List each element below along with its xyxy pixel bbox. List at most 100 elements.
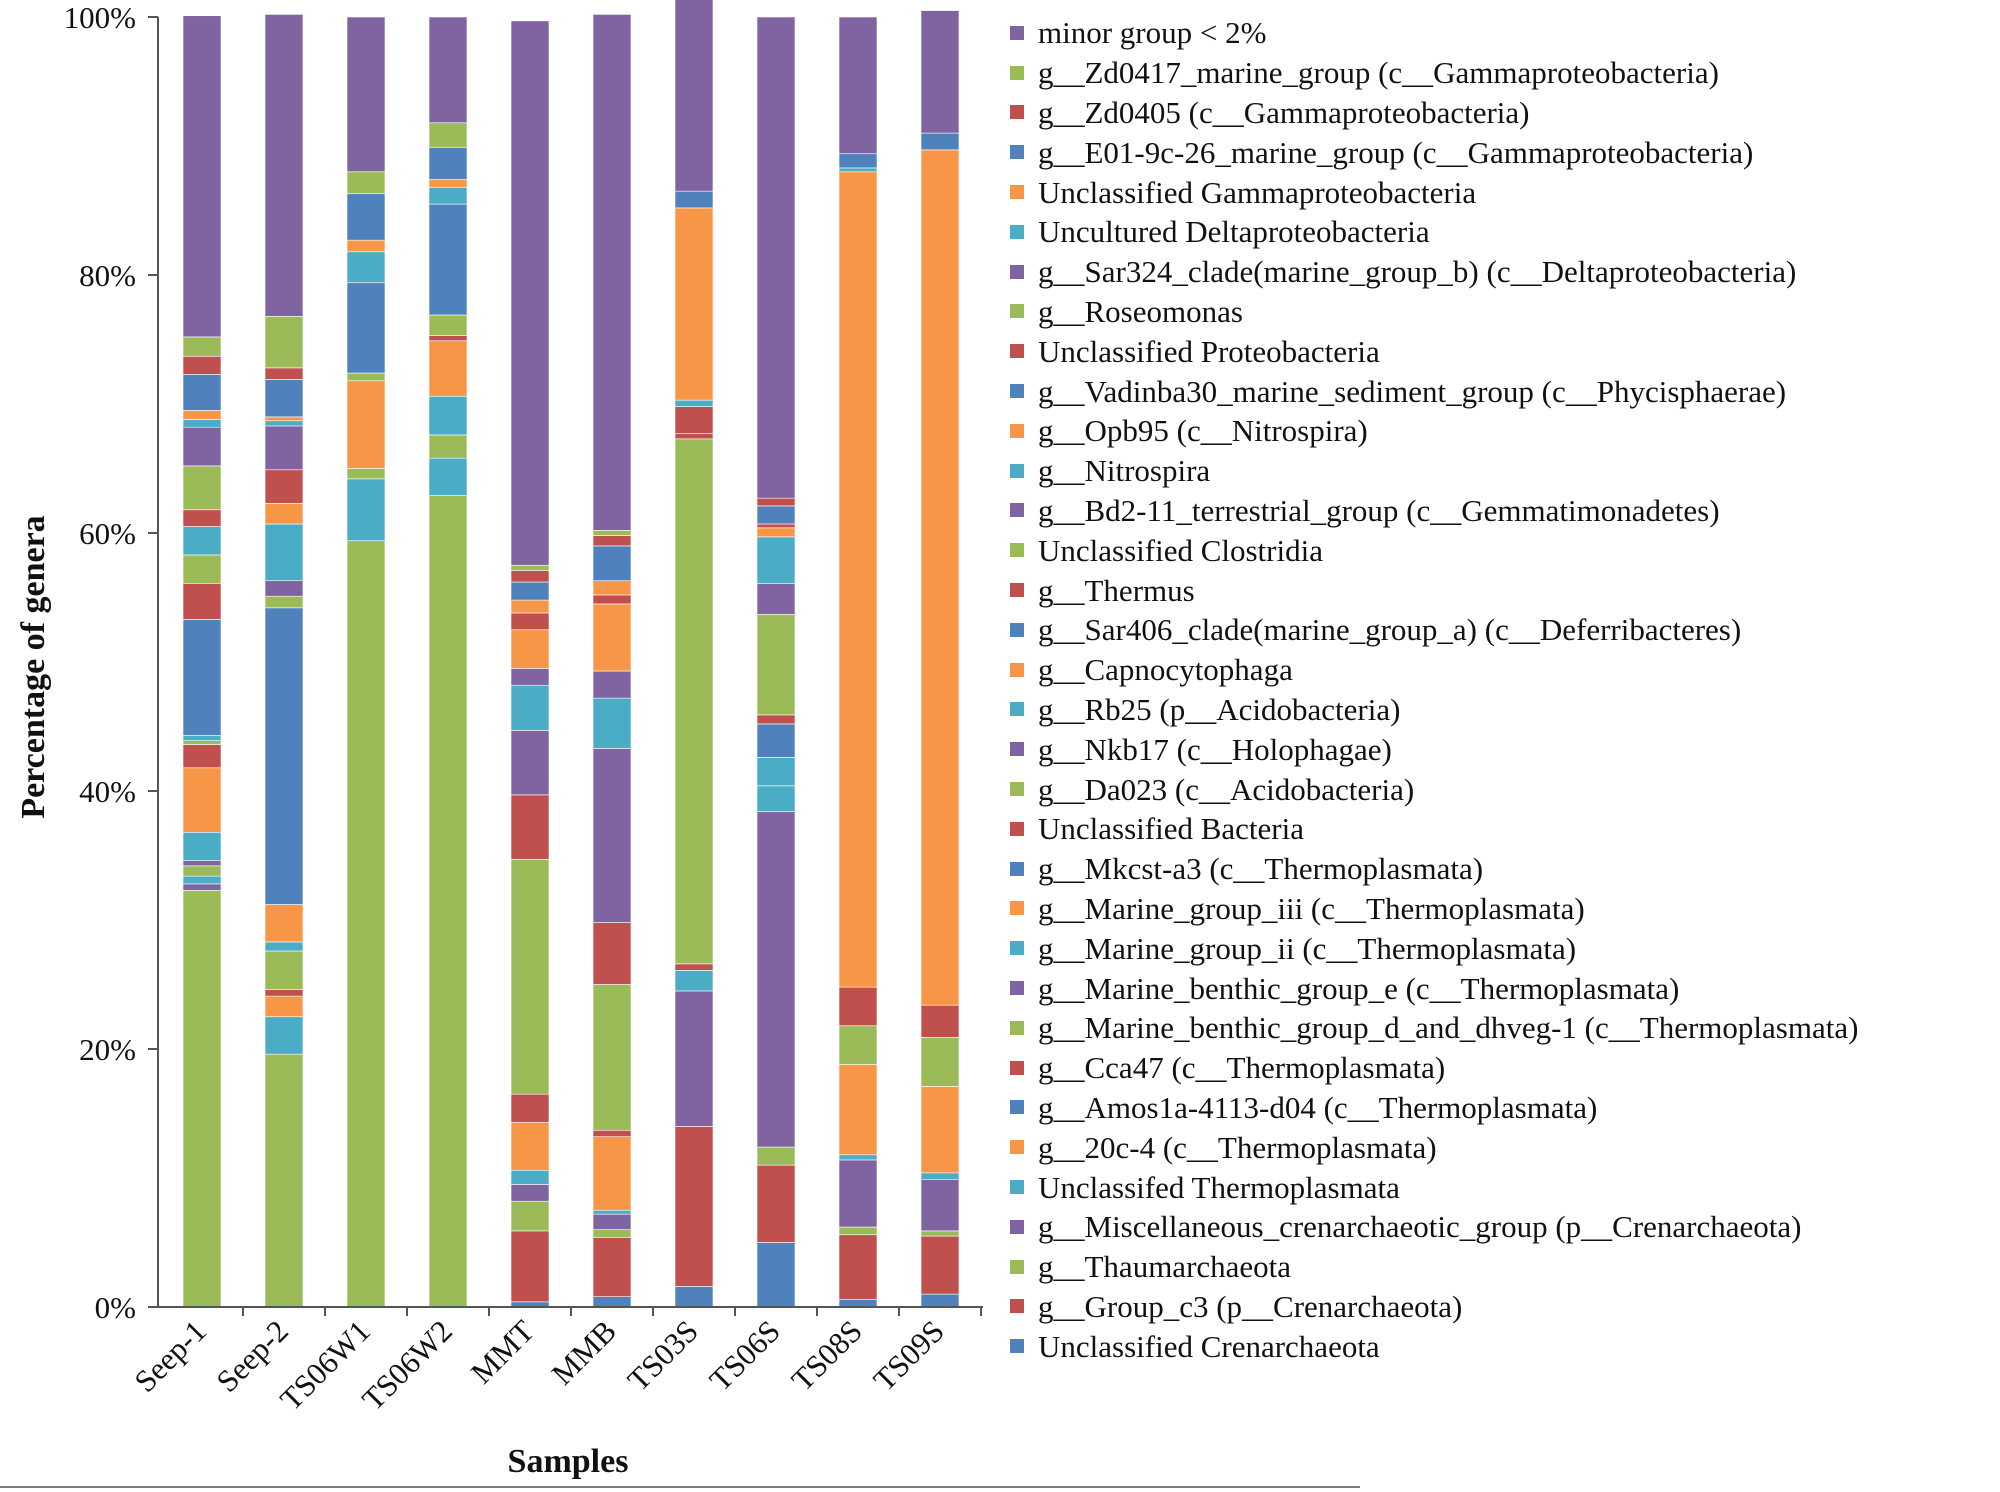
bar-segment	[592, 1213, 632, 1230]
bar-segment	[510, 599, 550, 614]
bar-segment	[756, 497, 796, 507]
bar-segment	[182, 767, 222, 833]
bar-segment	[920, 1172, 960, 1180]
bar-segment	[756, 16, 796, 499]
bar-stack-ts09s	[920, 10, 960, 1308]
bar-segment	[182, 374, 222, 411]
bar-segment	[264, 595, 304, 609]
legend-item: g__Marine_group_ii (c__Thermoplasmata)	[1010, 928, 2000, 968]
bar-segment	[510, 1200, 550, 1232]
legend-item: Uncultured Deltaproteobacteria	[1010, 212, 2000, 252]
bar-segment	[756, 523, 796, 529]
legend: minor group < 2% g__Zd0417_marine_group (…	[1010, 13, 2000, 1366]
bar-segment	[264, 367, 304, 380]
legend-label: Unclassifed Thermoplasmata	[1038, 1169, 1400, 1205]
x-tick-label: TS06W1	[273, 1313, 377, 1417]
bar-segment	[592, 670, 632, 699]
legend-item: g__Amos1a-4113-d04 (c__Thermoplasmata)	[1010, 1088, 2000, 1128]
legend-label: g__Marine_benthic_group_d_and_dhveg-1 (c…	[1038, 1010, 1859, 1046]
bar-segment	[510, 612, 550, 631]
legend-swatch	[1010, 901, 1024, 916]
legend-label: minor group < 2%	[1038, 15, 1267, 51]
bar-segment	[346, 540, 386, 1308]
legend-item: g__Sar324_clade(marine_group_b) (c__Delt…	[1010, 252, 2000, 292]
bar-segment	[674, 970, 714, 992]
bar-segment	[182, 883, 222, 891]
bar-layer	[182, 0, 960, 1308]
bar-segment	[182, 744, 222, 769]
bar-segment	[674, 1126, 714, 1287]
bar-segment	[674, 963, 714, 971]
x-tick-label: TS06W2	[355, 1313, 459, 1417]
bar-segment	[592, 1237, 632, 1297]
bar-segment	[182, 426, 222, 467]
legend-label: g__Vadinba30_marine_sediment_group (c__P…	[1038, 373, 1787, 409]
bar-segment	[428, 179, 468, 188]
legend-swatch	[1010, 1339, 1024, 1354]
legend-item: g__Opb95 (c__Nitrospira)	[1010, 411, 2000, 451]
legend-label: g__Marine_group_iii (c__Thermoplasmata)	[1038, 890, 1585, 926]
bar-segment	[182, 740, 222, 745]
bar-segment	[838, 1159, 878, 1228]
bar-segment	[510, 668, 550, 686]
bar-stack-ts03s	[674, 0, 714, 1308]
bar-segment	[674, 0, 714, 192]
legend-swatch	[1010, 25, 1024, 40]
bar-segment	[428, 457, 468, 496]
legend-swatch	[1010, 981, 1024, 996]
bar-segment	[674, 433, 714, 440]
legend-swatch	[1010, 304, 1024, 319]
bar-segment	[428, 335, 468, 342]
bar-segment	[756, 536, 796, 584]
bar-segment	[920, 1086, 960, 1174]
legend-swatch	[1010, 1100, 1024, 1115]
bar-segment	[838, 153, 878, 169]
legend-label: g__Bd2-11_terrestrial_group (c__Gemmatim…	[1038, 492, 1720, 528]
legend-label: g__Amos1a-4113-d04 (c__Thermoplasmata)	[1038, 1089, 1598, 1125]
legend-swatch	[1010, 941, 1024, 956]
bar-stack-seep-1	[182, 15, 222, 1308]
legend-swatch	[1010, 702, 1024, 717]
legend-label: g__Marine_group_ii (c__Thermoplasmata)	[1038, 930, 1577, 966]
legend-label: Unclassified Crenarchaeota	[1038, 1328, 1380, 1364]
legend-item: g__Sar406_clade(marine_group_a) (c__Defe…	[1010, 610, 2000, 650]
bar-segment	[592, 748, 632, 923]
legend-swatch	[1010, 65, 1024, 80]
bar-segment	[264, 989, 304, 997]
legend-swatch	[1010, 1299, 1024, 1314]
legend-label: g__Sar406_clade(marine_group_a) (c__Defe…	[1038, 612, 1742, 648]
legend-label: g__E01-9c-26_marine_group (c__Gammaprote…	[1038, 134, 1754, 170]
bar-segment	[756, 613, 796, 716]
y-tick-label: 40%	[79, 774, 136, 809]
bar-segment	[756, 1242, 796, 1308]
legend-label: g__Miscellaneous_crenarchaeotic_group (p…	[1038, 1209, 1802, 1245]
bar-segment	[592, 1209, 632, 1215]
y-tick-label: 80%	[79, 258, 136, 293]
legend-item: g__Cca47 (c__Thermoplasmata)	[1010, 1048, 2000, 1088]
bar-segment	[264, 1016, 304, 1055]
bar-segment	[510, 1230, 550, 1303]
bar-segment	[674, 399, 714, 407]
legend-label: Unclassified Gammaproteobacteria	[1038, 174, 1477, 210]
bar-segment	[920, 132, 960, 151]
bar-segment	[838, 986, 878, 1027]
bar-segment	[592, 530, 632, 536]
bar-segment	[838, 1154, 878, 1161]
legend-swatch	[1010, 503, 1024, 518]
legend-swatch	[1010, 463, 1024, 478]
bar-segment	[182, 526, 222, 556]
legend-item: Unclassifed Thermoplasmata	[1010, 1167, 2000, 1207]
legend-label: g__Group_c3 (p__Crenarchaeota)	[1038, 1288, 1463, 1324]
bar-segment	[592, 545, 632, 582]
bar-segment	[756, 757, 796, 787]
bar-segment	[510, 1184, 550, 1202]
legend-swatch	[1010, 224, 1024, 239]
legend-label: g__Zd0417_marine_group (c__Gammaproteoba…	[1038, 55, 1719, 91]
legend-label: g__Da023 (c__Acidobacteria)	[1038, 771, 1415, 807]
legend-label: g__Marine_benthic_group_e (c__Thermoplas…	[1038, 970, 1680, 1006]
bar-segment	[264, 315, 304, 369]
bar-segment	[182, 410, 222, 420]
bar-segment	[592, 984, 632, 1131]
legend-label: g__Nitrospira	[1038, 453, 1211, 489]
bar-segment	[920, 1235, 960, 1295]
